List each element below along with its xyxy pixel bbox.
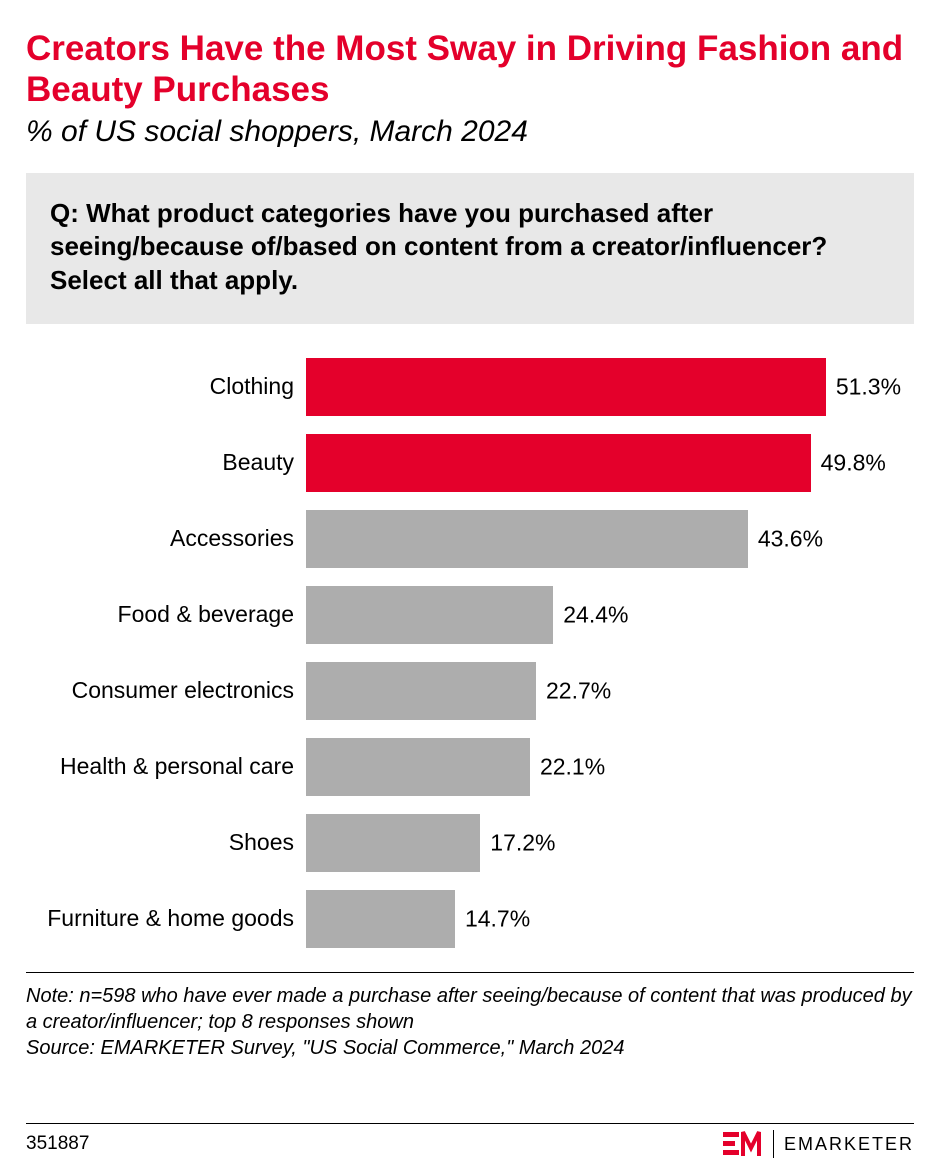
- category-label: Beauty: [26, 449, 306, 476]
- category-label: Clothing: [26, 373, 306, 400]
- bar-row: Food & beverage 24.4%: [26, 586, 914, 644]
- bar-track: 22.7%: [306, 662, 914, 720]
- bar: [306, 890, 455, 948]
- bar: [306, 662, 536, 720]
- bar-row: Shoes 17.2%: [26, 814, 914, 872]
- bar: [306, 434, 811, 492]
- source-text: Source: EMARKETER Survey, "US Social Com…: [26, 1035, 914, 1061]
- category-label: Shoes: [26, 829, 306, 856]
- category-label: Accessories: [26, 525, 306, 552]
- brand-text: EMARKETER: [784, 1134, 914, 1155]
- bar-track: 14.7%: [306, 890, 914, 948]
- value-label: 22.1%: [540, 753, 605, 780]
- category-label: Furniture & home goods: [26, 905, 306, 932]
- category-label: Health & personal care: [26, 753, 306, 780]
- bar-chart: Clothing 51.3% Beauty 49.8% Accessories 43.6%…: [26, 358, 914, 973]
- value-label: 14.7%: [465, 905, 530, 932]
- chart-id: 351887: [26, 1133, 89, 1155]
- bar: [306, 510, 748, 568]
- bar-row: Consumer electronics 22.7%: [26, 662, 914, 720]
- bar-track: 51.3%: [306, 358, 914, 416]
- emarketer-icon: [723, 1130, 763, 1158]
- bar-row: Furniture & home goods 14.7%: [26, 890, 914, 948]
- value-label: 17.2%: [490, 829, 555, 856]
- bar-row: Beauty 49.8%: [26, 434, 914, 492]
- category-label: Food & beverage: [26, 601, 306, 628]
- survey-question: Q: What product categories have you purc…: [26, 173, 914, 324]
- bar-row: Clothing 51.3%: [26, 358, 914, 416]
- bar: [306, 586, 553, 644]
- note-text: Note: n=598 who have ever made a purchas…: [26, 983, 914, 1035]
- category-label: Consumer electronics: [26, 677, 306, 704]
- chart-title: Creators Have the Most Sway in Driving F…: [26, 28, 914, 111]
- value-label: 51.3%: [836, 373, 901, 400]
- bar-track: 17.2%: [306, 814, 914, 872]
- bar-track: 49.8%: [306, 434, 914, 492]
- chart-subtitle: % of US social shoppers, March 2024: [26, 115, 914, 149]
- bar: [306, 814, 480, 872]
- bar-track: 43.6%: [306, 510, 914, 568]
- brand-logo: EMARKETER: [723, 1130, 914, 1158]
- footer-bar: 351887 EMARKETER: [26, 1123, 914, 1158]
- bar: [306, 738, 530, 796]
- bar-track: 22.1%: [306, 738, 914, 796]
- bar-row: Accessories 43.6%: [26, 510, 914, 568]
- value-label: 43.6%: [758, 525, 823, 552]
- bar-row: Health & personal care 22.1%: [26, 738, 914, 796]
- value-label: 22.7%: [546, 677, 611, 704]
- bar: [306, 358, 826, 416]
- value-label: 49.8%: [821, 449, 886, 476]
- value-label: 24.4%: [563, 601, 628, 628]
- bar-track: 24.4%: [306, 586, 914, 644]
- chart-notes: Note: n=598 who have ever made a purchas…: [26, 983, 914, 1061]
- logo-divider: [773, 1130, 774, 1158]
